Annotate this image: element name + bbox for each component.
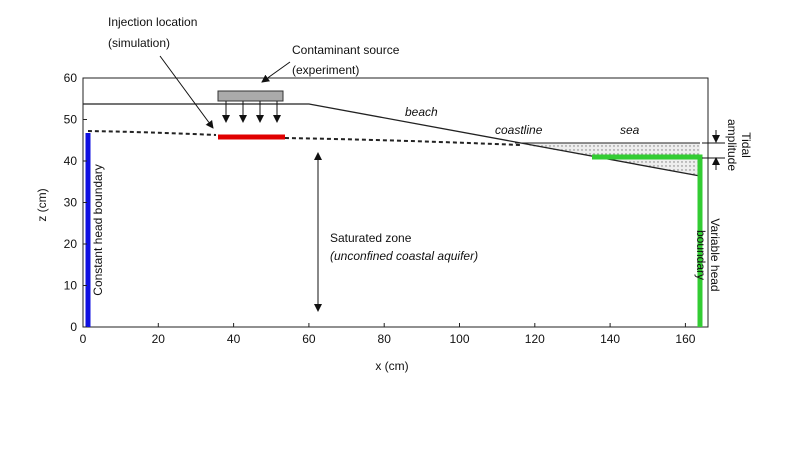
label: Injection location <box>108 15 197 29</box>
x-tick-label: 160 <box>675 332 695 346</box>
label: (unconfined coastal aquifer) <box>330 249 478 263</box>
source-arrows <box>222 101 281 123</box>
label: beach <box>405 105 438 119</box>
label: Variable head <box>708 218 722 291</box>
label: boundary <box>694 230 708 280</box>
source-pointer <box>261 61 291 83</box>
y-axis-label: z (cm) <box>35 188 49 221</box>
source-box <box>217 90 284 102</box>
label: Saturated zone <box>330 231 412 245</box>
label: sea <box>620 123 640 137</box>
y-tick-label: 0 <box>70 320 77 334</box>
x-tick-label: 40 <box>227 332 241 346</box>
y-tick-label: 20 <box>64 237 78 251</box>
x-tick-label: 80 <box>378 332 392 346</box>
water-table <box>284 137 521 146</box>
variable-head-boundary <box>592 154 703 327</box>
x-tick-label: 20 <box>152 332 166 346</box>
x-tick-label: 0 <box>80 332 87 346</box>
x-tick-label: 100 <box>449 332 469 346</box>
plot-frame <box>82 77 709 328</box>
x-tick-label: 60 <box>302 332 316 346</box>
label: amplitude <box>725 119 739 171</box>
label: Tidal <box>739 132 753 158</box>
y-tick-label: 30 <box>64 196 78 210</box>
ground-surface <box>83 103 701 177</box>
injection-pointer <box>159 55 214 129</box>
label: coastline <box>495 123 543 137</box>
x-axis-label: x (cm) <box>375 359 408 373</box>
label: Constant head boundary <box>91 164 105 295</box>
y-tick-label: 40 <box>64 154 78 168</box>
y-tick-label: 10 <box>64 279 78 293</box>
y-tick-label: 50 <box>64 113 78 127</box>
x-tick-label: 120 <box>525 332 545 346</box>
label: (experiment) <box>292 63 359 77</box>
plot <box>82 55 725 328</box>
water-table <box>87 130 217 136</box>
x-tick-label: 140 <box>600 332 620 346</box>
label: Contaminant source <box>292 43 400 57</box>
y-tick-label: 60 <box>64 71 78 85</box>
label: (simulation) <box>108 36 170 50</box>
